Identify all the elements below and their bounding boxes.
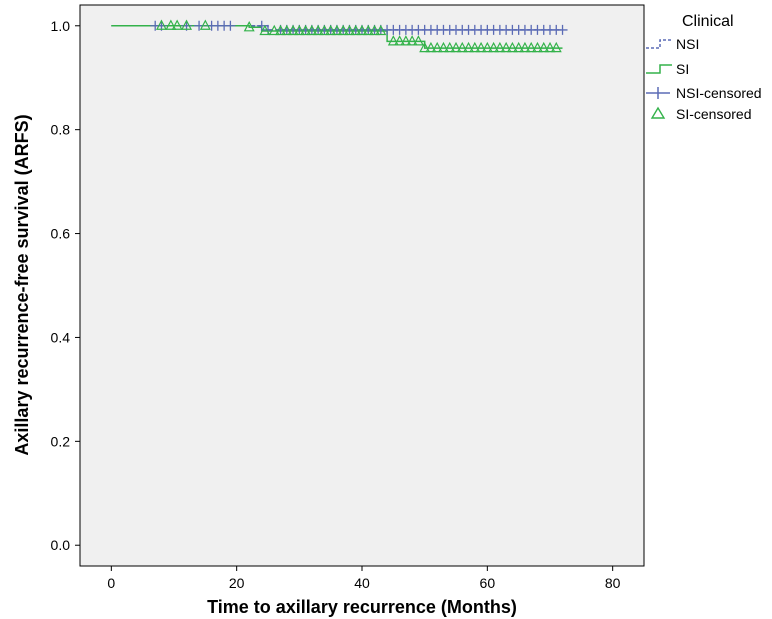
- si-censor-marker: [400, 35, 412, 46]
- si-censor-marker: [425, 41, 437, 53]
- si-censor-marker: [394, 35, 406, 46]
- x-tick-label: 40: [354, 575, 370, 591]
- si-censor-marker: [268, 24, 280, 36]
- si-censor-marker: [419, 41, 431, 53]
- si-censor-marker: [281, 24, 293, 36]
- legend-entry-label: SI: [676, 61, 689, 77]
- si-censor-marker: [456, 41, 468, 53]
- si-censor-marker: [155, 19, 167, 30]
- censor-markers: [150, 19, 568, 53]
- x-tick-label: 60: [480, 575, 496, 591]
- si-censor-marker: [350, 24, 362, 36]
- legend-nsi-censored-swatch: [646, 87, 670, 99]
- si-censor-marker: [481, 41, 493, 53]
- si-censor-marker: [275, 24, 287, 36]
- si-censor-marker: [165, 19, 177, 30]
- y-tick-label: 0.8: [51, 122, 71, 138]
- si-censor-marker: [437, 41, 449, 53]
- si-censor-marker: [337, 24, 349, 36]
- si-censor-marker: [300, 24, 312, 36]
- si-censor-marker: [325, 24, 337, 36]
- x-axis-title: Time to axillary recurrence (Months): [207, 597, 517, 617]
- legend-entry-label: NSI-censored: [676, 85, 762, 101]
- si-censor-marker: [469, 41, 481, 53]
- legend-si-censored-swatch: [650, 106, 666, 119]
- si-censor-marker: [181, 19, 193, 30]
- si-censor-marker: [387, 35, 399, 46]
- legend-nsi-swatch: [646, 39, 672, 49]
- si-censor-marker: [343, 24, 355, 36]
- nsi-censor-marker: [263, 24, 273, 35]
- nsi-censor-marker: [225, 20, 236, 31]
- si-censor-marker: [331, 24, 343, 36]
- si-censor-marker: [513, 41, 525, 53]
- si-censor-marker: [494, 41, 506, 53]
- si-censor-marker: [431, 41, 443, 53]
- si-censor-marker: [544, 41, 556, 53]
- si-censor-marker: [538, 41, 550, 53]
- plot-area: [79, 4, 645, 567]
- y-tick-label: 1.0: [51, 18, 71, 34]
- y-tick-label: 0.2: [51, 433, 71, 449]
- si-censor-marker: [444, 41, 456, 53]
- si-censor-marker: [463, 41, 475, 53]
- si-censor-marker: [519, 41, 531, 53]
- si-censor-marker: [312, 24, 324, 36]
- si-censor-marker: [450, 41, 462, 53]
- si-censor-marker: [369, 24, 381, 36]
- legend-si-swatch: [646, 64, 672, 74]
- si-censor-marker: [287, 24, 299, 36]
- x-tick-label: 20: [229, 575, 245, 591]
- y-tick-label: 0.6: [51, 226, 71, 242]
- si-censor-marker: [406, 35, 418, 46]
- si-censor-marker: [199, 19, 211, 30]
- y-axis-ticks: 0.0 0.2 0.4 0.6 0.8 1.0: [51, 18, 80, 553]
- si-censor-marker: [259, 24, 271, 36]
- si-censor-marker: [488, 41, 500, 53]
- si-censor-marker: [475, 41, 487, 53]
- si-censor-marker: [318, 24, 330, 36]
- si-censor-marker: [531, 41, 543, 53]
- si-censor-marker: [356, 24, 368, 36]
- si-censor-marker: [375, 24, 387, 36]
- si-censor-marker: [306, 24, 318, 36]
- legend-entry-label: NSI: [676, 36, 699, 52]
- y-axis-title: Axillary recurrence-free survival (ARFS): [12, 114, 32, 455]
- si-censor-marker: [550, 41, 562, 53]
- si-censor-marker: [500, 41, 512, 53]
- legend: Clinical NSI SI NSI-censored SI-censored: [646, 13, 762, 122]
- si-censor-marker: [362, 24, 374, 36]
- x-axis-ticks: 0 20 40 60 80: [107, 566, 621, 591]
- y-tick-label: 0.4: [51, 329, 71, 345]
- si-censor-marker: [293, 24, 305, 36]
- x-tick-label: 0: [107, 575, 115, 591]
- x-tick-label: 80: [605, 575, 621, 591]
- nsi-censor-marker: [557, 24, 568, 35]
- y-tick-label: 0.0: [51, 537, 71, 553]
- si-censor-marker: [171, 19, 183, 30]
- legend-entry-label: SI-censored: [676, 106, 751, 122]
- si-censor-marker: [243, 21, 255, 32]
- legend-title: Clinical: [682, 13, 734, 30]
- si-censor-marker: [506, 41, 518, 53]
- si-censor-marker: [525, 41, 537, 53]
- si-censor-marker: [412, 35, 424, 46]
